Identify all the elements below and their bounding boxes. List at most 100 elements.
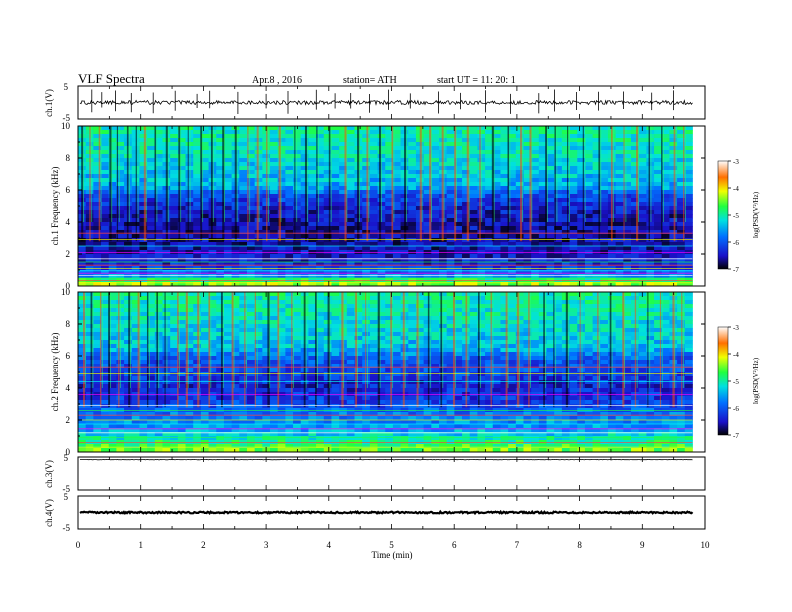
y-tick-label: 4 [66,217,71,227]
sferic-streak [516,292,520,408]
x-tick-label: 2 [201,540,206,550]
sferic-streak [492,292,494,388]
sferic-streak [522,126,523,222]
sferic-streak [554,126,556,242]
colorbar-tick-label: -7 [733,432,739,440]
x-axis-ticks: 0 1 2 3 4 5 6 7 8 9 10 [76,86,710,550]
sferic-streak [529,126,532,242]
sferic-streak [479,126,481,242]
sferic-streak [177,292,179,408]
sferic-streak [139,292,141,388]
sferic-streak [429,126,432,242]
sferic-streak [146,292,149,408]
ch2-spectrogram-ylabel: ch.2 Frequency (kHz) [50,333,60,412]
sferic-streak [130,292,131,388]
sferic-streak [126,126,129,242]
sferic-streak [520,126,523,242]
sferic-streak [278,126,282,242]
ch4-waveform-panel: 5 -5 ch.4(V) [44,492,706,533]
sferic-streak [328,126,331,242]
sferic-streak [491,126,495,242]
sferic-streak [341,292,344,408]
sferic-streak [111,126,113,222]
sferic-streak [440,292,443,408]
sferic-streak [610,126,613,242]
colorbar-tick-label: -3 [733,158,739,166]
sferic-streak [101,292,103,388]
sferic-streak [674,292,676,388]
sferic-streak [280,126,282,222]
sferic-streak [303,292,306,408]
sferic-streak [661,126,663,242]
x-tick-label: 4 [327,540,332,550]
sferic-streak [431,126,432,222]
sferic-streak [120,292,121,388]
sferic-streak [100,126,102,222]
sferic-streak [650,126,652,222]
sferic-streak [672,292,675,408]
sferic-streak [277,292,280,408]
ch1-spectrogram-ylabel: ch.1 Frequency (kHz) [50,167,60,246]
sferic-streak [304,126,308,242]
sferic-streak [247,126,249,242]
ch1-ytick-top: 5 [64,82,69,92]
sferic-streak [268,126,269,222]
sferic-streak [465,292,468,408]
sferic-streak [246,292,247,388]
sferic-streak [427,292,430,408]
x-tick-label: 10 [701,540,711,550]
colorbar-tick-label: -7 [733,266,739,274]
x-tick-label: 7 [515,540,520,550]
sferic-streak [556,126,558,222]
sferic-streak [294,126,296,242]
colorbar-tick-label: -6 [733,405,739,413]
sferic-streak [145,126,147,222]
sferic-streak [531,126,533,222]
x-tick-label: 0 [76,540,81,550]
sferic-streak [481,126,483,222]
sferic-streak [220,292,223,408]
sferic-streak [135,126,137,242]
sferic-streak [659,292,662,408]
sferic-streak [404,126,407,242]
sferic-streak [528,292,530,408]
sferic-streak [478,292,480,408]
sferic-streak [647,292,649,408]
sferic-streak [208,292,211,408]
sferic-streak [441,126,444,242]
sferic-streak [199,292,200,388]
sferic-streak [452,292,456,408]
y-tick-label: 6 [66,351,71,361]
sferic-streak [625,126,627,222]
y-tick-label: 4 [66,383,71,393]
x-tick-label: 5 [389,540,394,550]
sferic-streak [406,126,407,222]
sferic-streak [681,292,683,408]
sferic-streak [118,126,120,222]
sferic-streak [128,292,131,408]
sferic-streak [210,126,213,242]
sferic-streak [222,126,225,242]
sferic-streak [154,126,157,242]
ch4-waveform-trace [79,509,694,516]
sferic-streak [202,126,204,222]
sferic-streak [507,292,509,388]
sferic-streak [137,292,140,408]
ch2-spectrogram-image [78,292,693,453]
ch3-ytick-top: 5 [64,453,69,463]
sferic-streak [509,126,511,222]
sferic-streak [108,292,111,408]
sferic-streak [234,126,237,242]
sferic-streak [675,126,677,222]
ch1-ytick-bottom: -5 [63,113,71,123]
sferic-streak [165,126,168,242]
sferic-streak [683,292,684,388]
ch1-spectrogram-image [78,126,693,287]
ch2-spectrogram-panel: 10 8 6 4 2 0 ch.2 Frequency (kHz) [50,287,706,457]
sferic-streak [416,292,419,408]
x-tick-label: 3 [264,540,269,550]
y-tick-label: 10 [61,121,71,131]
sferic-streak [555,292,557,388]
ch4-ylabel: ch.4(V) [44,499,54,527]
